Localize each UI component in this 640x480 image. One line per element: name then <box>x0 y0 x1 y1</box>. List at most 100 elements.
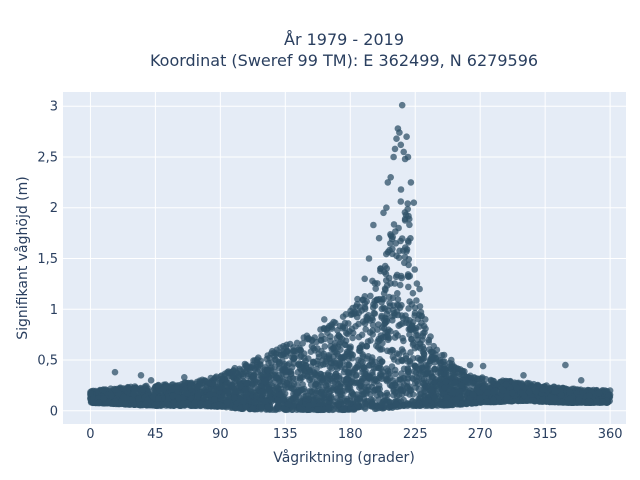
data-point <box>401 253 409 261</box>
data-point <box>371 310 379 317</box>
data-point <box>262 398 269 405</box>
data-point <box>128 396 136 403</box>
data-point <box>275 405 283 413</box>
data-point <box>317 326 324 333</box>
data-points <box>87 101 614 414</box>
data-point <box>509 389 516 397</box>
data-point <box>137 372 145 379</box>
data-point <box>293 339 301 347</box>
data-point <box>390 153 397 161</box>
data-point <box>224 369 231 376</box>
data-point <box>387 174 395 181</box>
data-point <box>339 406 347 413</box>
data-point <box>404 200 412 207</box>
data-point <box>359 318 367 325</box>
data-point <box>354 295 361 303</box>
data-point <box>343 350 350 358</box>
data-point <box>532 388 540 395</box>
data-point <box>330 386 337 394</box>
data-point <box>231 364 239 372</box>
data-point <box>427 348 435 356</box>
data-point <box>539 386 547 393</box>
data-point <box>243 390 250 398</box>
data-point <box>380 209 387 217</box>
data-point <box>415 374 423 382</box>
y-tick-label: 2 <box>50 201 58 216</box>
data-point <box>301 385 308 393</box>
data-point <box>367 396 375 403</box>
data-point <box>410 402 418 410</box>
data-point <box>367 337 374 344</box>
data-point <box>332 370 339 378</box>
data-point <box>425 339 433 346</box>
data-point <box>499 386 507 394</box>
data-point <box>194 393 201 400</box>
data-point <box>431 394 439 402</box>
data-point <box>308 342 316 350</box>
data-point <box>318 374 326 381</box>
data-point <box>120 393 127 401</box>
data-point <box>279 369 287 377</box>
data-point <box>272 356 279 364</box>
data-point <box>388 346 396 354</box>
data-point <box>524 380 531 388</box>
data-point <box>479 362 487 370</box>
data-point <box>401 259 408 267</box>
data-point <box>135 395 142 403</box>
data-point <box>428 386 435 394</box>
data-point <box>407 349 414 356</box>
data-point <box>352 399 360 406</box>
data-point <box>377 267 384 275</box>
y-tick-label: 0 <box>50 404 58 419</box>
data-point <box>229 381 237 389</box>
data-point <box>443 394 450 401</box>
data-point <box>211 396 218 403</box>
data-point <box>393 350 401 357</box>
data-point <box>328 323 335 331</box>
data-point <box>387 231 394 238</box>
data-point <box>325 404 332 412</box>
data-point <box>142 400 150 408</box>
data-point <box>422 400 429 408</box>
data-point <box>365 255 373 262</box>
data-point <box>297 374 304 382</box>
data-point <box>411 266 419 273</box>
data-point <box>489 377 497 385</box>
data-point <box>358 331 366 339</box>
data-point <box>370 221 377 229</box>
data-point <box>397 141 405 149</box>
data-point <box>420 350 428 358</box>
data-point <box>393 135 400 142</box>
data-point <box>398 101 406 109</box>
data-point <box>309 358 317 366</box>
data-point <box>409 289 417 297</box>
tick-labels: 0 45 90 135 180 225 270 315 360 0 0,5 1 1,5 2 2,5 3 <box>37 100 622 442</box>
data-point <box>207 374 215 382</box>
data-point <box>392 389 399 396</box>
data-point <box>419 332 427 340</box>
data-point <box>361 300 369 307</box>
data-point <box>321 343 329 350</box>
x-tick-label: 180 <box>338 427 363 442</box>
data-point <box>271 389 279 397</box>
data-point <box>450 373 458 381</box>
data-point <box>108 392 115 400</box>
data-point <box>390 221 398 228</box>
data-point <box>243 361 250 369</box>
data-point <box>377 391 385 399</box>
data-point <box>339 391 346 399</box>
y-axis-label: Signifikant våghöjd (m) <box>14 176 31 339</box>
data-point <box>394 290 401 297</box>
x-tick-label: 0 <box>86 427 94 442</box>
data-point <box>391 145 399 153</box>
data-point <box>427 355 435 363</box>
data-point <box>344 386 352 393</box>
data-point <box>409 318 417 326</box>
data-point <box>299 340 307 347</box>
data-point <box>391 280 399 287</box>
data-point <box>404 153 412 161</box>
data-point <box>308 336 316 344</box>
data-point <box>551 388 559 395</box>
data-point <box>292 393 299 401</box>
data-point <box>341 324 349 332</box>
